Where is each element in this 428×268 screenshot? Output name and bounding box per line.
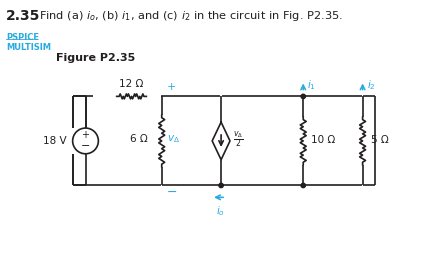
Text: 18 V: 18 V <box>43 136 67 146</box>
Text: 10 Ω: 10 Ω <box>311 135 336 145</box>
Text: +: + <box>166 83 176 92</box>
Text: +: + <box>81 130 89 140</box>
Circle shape <box>301 183 306 188</box>
Text: 12 Ω: 12 Ω <box>119 80 144 90</box>
Text: $i_2$: $i_2$ <box>366 79 375 92</box>
Text: 2.35: 2.35 <box>6 9 41 23</box>
Text: $\frac{v_{\Delta}}{2}$: $\frac{v_{\Delta}}{2}$ <box>233 130 244 150</box>
Text: MULTISIM: MULTISIM <box>6 43 51 52</box>
Text: $i_1$: $i_1$ <box>307 79 316 92</box>
Text: −: − <box>81 141 90 151</box>
Text: $v_\Delta$: $v_\Delta$ <box>166 133 180 145</box>
Circle shape <box>219 183 223 188</box>
Text: 6 Ω: 6 Ω <box>130 134 148 144</box>
Text: Find (a) $i_o$, (b) $i_1$, and (c) $i_2$ in the circuit in Fig. P2.35.: Find (a) $i_o$, (b) $i_1$, and (c) $i_2$… <box>39 9 343 23</box>
Text: 5 Ω: 5 Ω <box>371 135 388 145</box>
Text: $i_o$: $i_o$ <box>216 204 225 218</box>
Text: −: − <box>166 186 177 199</box>
Circle shape <box>301 94 306 99</box>
Text: PSPICE: PSPICE <box>6 33 39 42</box>
Text: Figure P2.35: Figure P2.35 <box>56 53 135 63</box>
